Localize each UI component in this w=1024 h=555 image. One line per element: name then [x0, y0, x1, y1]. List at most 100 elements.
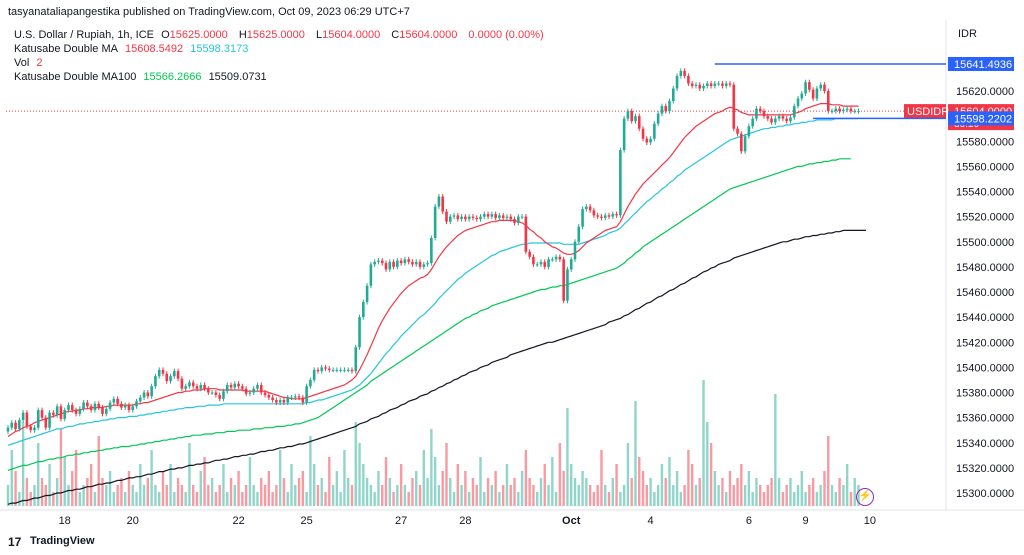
volume-bar [33, 485, 36, 506]
price-tag-value: 15598.2202 [954, 113, 1012, 125]
volume-bar [241, 492, 244, 506]
candle-body [40, 410, 44, 418]
volume-bar [721, 478, 724, 506]
candle-body [823, 84, 826, 91]
volume-bar [815, 492, 819, 506]
volume-bar [505, 464, 509, 506]
candle-body [747, 126, 751, 137]
price-chart[interactable]: 15300.0000 15320.0000 15340.0000 15360.0000… [0, 20, 1024, 530]
candle-body [407, 259, 410, 262]
candle-body [834, 108, 838, 112]
chart-legend: U.S. Dollar / Rupiah, 1h, ICE O15625.000… [14, 28, 548, 84]
volume-bar [377, 471, 380, 506]
volume-bar [619, 492, 622, 506]
candle-body [558, 256, 562, 260]
volume-bar [562, 471, 565, 506]
volume-bar [581, 471, 584, 506]
volume-bar [244, 485, 248, 506]
volume-bar [89, 464, 93, 506]
candle-body [653, 123, 656, 139]
candle-body [845, 108, 849, 110]
candle-body [331, 369, 335, 371]
candle-body [728, 83, 732, 85]
candle-body [225, 384, 229, 392]
candle-body [641, 128, 645, 139]
candle-body [67, 405, 70, 411]
x-tick-label: 20 [127, 515, 139, 527]
volume-bar [67, 485, 70, 506]
candle-body [668, 101, 671, 112]
volume-bar [195, 492, 199, 506]
candle-body [339, 369, 342, 371]
volume-bar [634, 401, 637, 506]
candle-body [154, 376, 157, 387]
volume-bar [305, 492, 308, 506]
volume-bar [222, 464, 225, 506]
candle-body [365, 285, 369, 303]
candle-body [362, 302, 365, 318]
symbol-title[interactable]: U.S. Dollar / Rupiah, 1h, ICE [14, 29, 155, 41]
volume-bar [766, 485, 769, 506]
candle-body [101, 407, 104, 414]
candle-body [275, 400, 278, 403]
y-tick-label: 15560.0000 [956, 161, 1014, 173]
legend-symbol-row: U.S. Dollar / Rupiah, 1h, ICE O15625.000… [14, 28, 548, 42]
candle-body [237, 383, 240, 387]
volume-bar [842, 485, 845, 506]
volume-bar [354, 422, 357, 506]
candle-body [706, 83, 709, 86]
candle-body [611, 214, 615, 217]
candle-body [173, 371, 176, 377]
volume-bar [588, 485, 592, 506]
volume-bar [566, 408, 569, 506]
lightning-icon[interactable]: ⚡ [856, 488, 874, 506]
candle-body [312, 369, 316, 380]
candle-body [702, 85, 705, 89]
volume-bar [713, 471, 717, 506]
ma100-fast-line [7, 158, 851, 471]
candle-body [687, 75, 690, 84]
candle-body [10, 422, 14, 428]
candle-body [176, 371, 180, 379]
volume-bar [139, 464, 142, 506]
candle-body [282, 400, 286, 403]
ma1-value-2: 15598.3173 [190, 43, 249, 55]
candle-body [74, 410, 78, 414]
candle-body [120, 403, 123, 408]
candle-body [709, 83, 713, 86]
volume-bar [403, 485, 407, 506]
candle-body [123, 405, 127, 408]
candle-body [535, 264, 539, 266]
volume-bar [467, 492, 471, 506]
vol-name[interactable]: Vol [14, 57, 30, 69]
volume-bar [350, 485, 354, 506]
volume-bar [135, 492, 138, 506]
y-tick-label: 15520.0000 [956, 212, 1014, 224]
candle-body [671, 88, 675, 102]
candle-body [777, 116, 781, 119]
candle-body [414, 261, 418, 265]
volume-bar [770, 478, 773, 506]
candle-body [815, 88, 819, 99]
volume-bar [845, 464, 849, 506]
candle-body [373, 261, 376, 265]
candle-body [214, 392, 218, 396]
legend-vol-row: Vol 2 [14, 56, 548, 70]
volume-bar [456, 464, 460, 506]
candle-body [271, 397, 274, 401]
candle-body [48, 412, 51, 428]
volume-bar [21, 422, 25, 506]
volume-bar [286, 492, 289, 506]
close-label: C [391, 29, 400, 41]
volume-bar [78, 492, 82, 506]
candle-body [781, 116, 785, 119]
volume-bar [392, 492, 395, 506]
ma2-name[interactable]: Katusabe Double MA100 [14, 71, 137, 83]
currency-label[interactable]: IDR [958, 28, 977, 40]
ma1-value-1: 15608.5492 [125, 43, 184, 55]
ma1-name[interactable]: Katusabe Double MA [14, 43, 118, 55]
candle-body [150, 386, 153, 397]
volume-bar [687, 450, 690, 506]
y-tick-label: 15300.0000 [956, 488, 1014, 500]
candle-body [585, 206, 588, 210]
